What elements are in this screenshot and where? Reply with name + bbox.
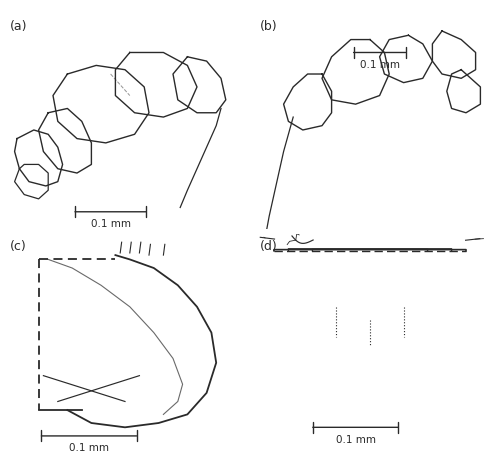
Text: 0.1 mm: 0.1 mm [69,443,109,453]
Text: (b): (b) [260,20,277,33]
Text: (d): (d) [260,240,278,253]
Text: (c): (c) [10,240,26,253]
Text: 0.1 mm: 0.1 mm [336,435,376,445]
Text: 0.1 mm: 0.1 mm [90,219,130,229]
Text: 0.1 mm: 0.1 mm [360,60,400,70]
Text: (a): (a) [10,20,28,33]
